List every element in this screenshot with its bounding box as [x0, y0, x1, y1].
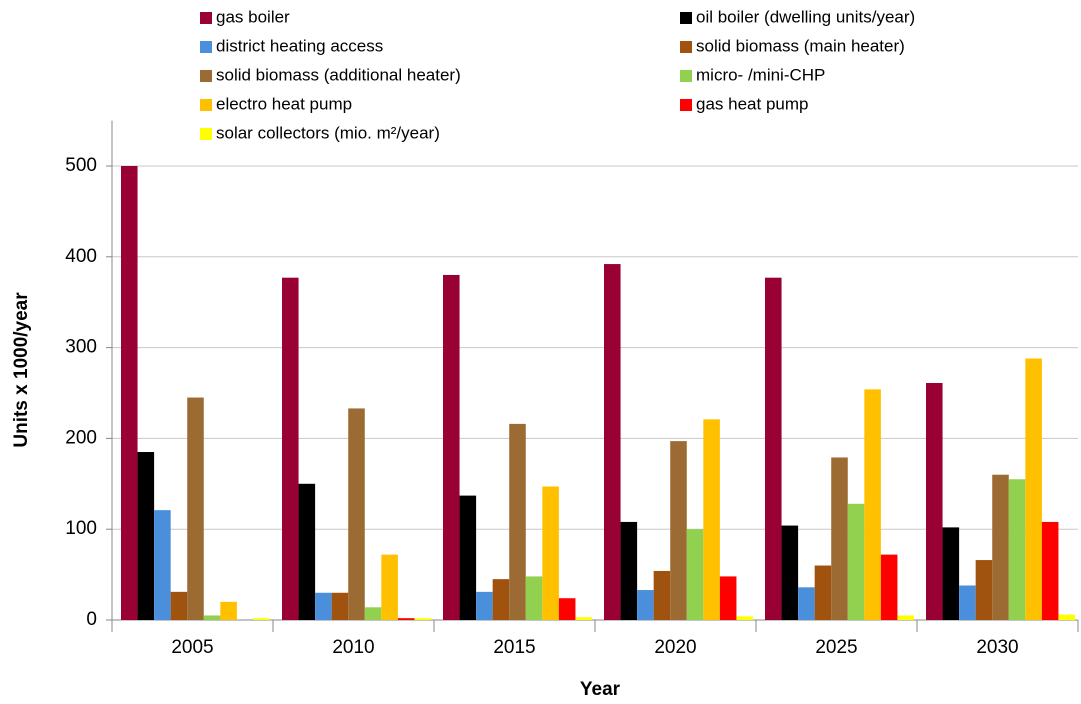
bar — [1008, 479, 1026, 620]
bar — [154, 510, 171, 620]
bar — [719, 576, 737, 620]
bar — [1025, 358, 1042, 620]
x-tick-label: 2025 — [815, 637, 857, 658]
bar — [942, 527, 960, 620]
bar — [121, 166, 138, 620]
bar — [620, 521, 638, 620]
legend-swatch — [200, 70, 212, 82]
bar — [686, 529, 704, 620]
bar — [381, 554, 398, 620]
bar — [1058, 614, 1075, 620]
bar — [203, 615, 221, 620]
legend-label: solar collectors (mio. m²/year) — [216, 123, 440, 142]
bar — [509, 423, 526, 620]
legend-label: gas heat pump — [696, 94, 808, 113]
y-tick-label: 200 — [65, 427, 97, 448]
legend-label: oil boiler (dwelling units/year) — [696, 7, 915, 26]
bar — [492, 579, 510, 620]
bar — [253, 618, 270, 620]
bar — [670, 441, 687, 620]
bar — [414, 618, 431, 620]
bar — [703, 419, 720, 620]
bar — [926, 383, 943, 620]
y-tick-label: 0 — [86, 609, 97, 630]
x-tick-label: 2030 — [976, 637, 1018, 658]
bar — [992, 474, 1009, 620]
bar — [637, 590, 654, 620]
bar — [331, 592, 349, 620]
bar — [653, 570, 671, 620]
bar — [137, 452, 155, 620]
bar — [459, 495, 477, 620]
bar — [558, 598, 576, 620]
bar — [736, 616, 753, 620]
legend-label: solid biomass (additional heater) — [216, 65, 461, 84]
legend-label: district heating access — [216, 36, 383, 55]
bar — [476, 591, 493, 620]
bar — [397, 618, 415, 620]
bar — [364, 607, 382, 620]
bar — [959, 585, 976, 620]
legend-label: solid biomass (main heater) — [696, 36, 905, 55]
bar — [282, 277, 299, 620]
bar — [220, 601, 237, 620]
y-axis-title: Units x 1000/year — [11, 292, 32, 448]
legend-swatch — [680, 12, 692, 24]
x-tick-label: 2005 — [171, 637, 213, 658]
legend-label: electro heat pump — [216, 94, 352, 113]
bar — [348, 408, 365, 620]
bar — [298, 483, 316, 620]
bar — [525, 576, 543, 620]
bar — [831, 457, 848, 620]
bar — [187, 397, 204, 620]
bar — [814, 565, 832, 620]
legend-swatch — [200, 12, 212, 24]
bar — [798, 587, 815, 620]
legend-label: micro- /mini-CHP — [696, 65, 825, 84]
bar — [880, 554, 898, 620]
bar — [765, 277, 782, 620]
legend-swatch — [680, 41, 692, 53]
y-tick-label: 400 — [65, 246, 97, 267]
legend-label: gas boiler — [216, 7, 290, 26]
x-axis-title: Year — [580, 679, 621, 700]
bar — [781, 525, 799, 620]
legend-swatch — [680, 99, 692, 111]
bar — [443, 274, 460, 620]
bar — [1041, 521, 1059, 620]
legend-swatch — [200, 41, 212, 53]
bar — [604, 264, 621, 620]
bar — [847, 503, 865, 620]
bar — [897, 615, 914, 620]
y-tick-label: 300 — [65, 337, 97, 358]
legend-swatch — [200, 99, 212, 111]
legend-swatch — [680, 70, 692, 82]
x-tick-label: 2010 — [332, 637, 374, 658]
y-tick-label: 100 — [65, 518, 97, 539]
bar — [975, 560, 993, 620]
x-tick-label: 2020 — [654, 637, 696, 658]
y-tick-label: 500 — [65, 155, 97, 176]
bar — [542, 486, 559, 620]
bar — [864, 389, 881, 620]
bar — [170, 591, 188, 620]
bar — [315, 592, 332, 620]
bar — [575, 617, 592, 620]
x-tick-label: 2015 — [493, 637, 535, 658]
legend-swatch — [200, 128, 212, 140]
